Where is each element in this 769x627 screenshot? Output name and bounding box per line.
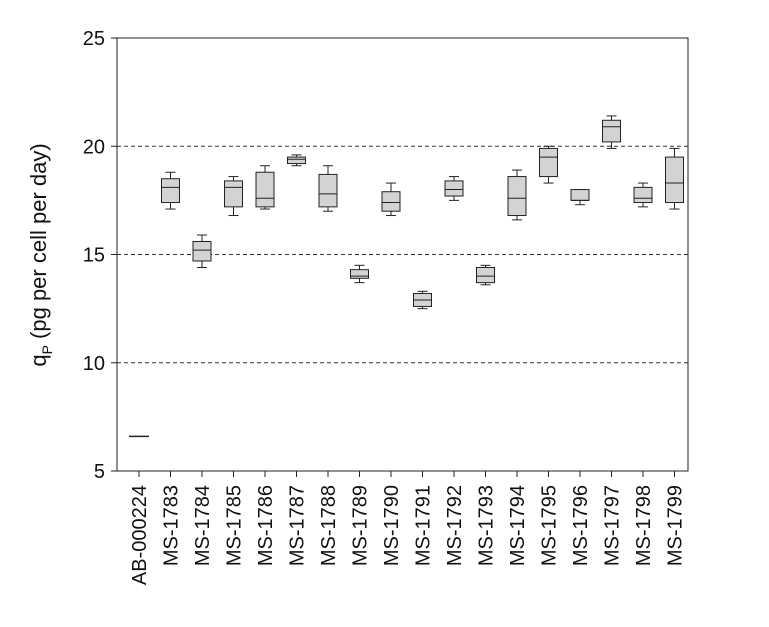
box-MS-1786 — [255, 165, 275, 210]
iqr-box-MS-1787 — [287, 156, 306, 165]
box-MS-1791 — [413, 290, 432, 310]
iqr-box-MS-1793 — [476, 266, 495, 284]
x-tick-label-MS-1793: MS-1793 — [476, 485, 498, 566]
x-tick-label-MS-1791: MS-1791 — [413, 485, 435, 566]
iqr-box-MS-1789 — [350, 269, 369, 279]
x-tick-label-MS-1798: MS-1798 — [633, 485, 655, 566]
x-tick-label-MS-1787: MS-1787 — [287, 485, 309, 566]
x-tick-label-MS-1783: MS-1783 — [161, 485, 183, 566]
iqr-box-MS-1786 — [255, 171, 275, 208]
x-tick-label-MS-1790: MS-1790 — [381, 485, 403, 566]
x-tick-label-MS-1799: MS-1799 — [665, 485, 687, 566]
box-MS-1799 — [665, 147, 684, 210]
box-MS-1792 — [444, 176, 464, 201]
x-tick-label-MS-1794: MS-1794 — [507, 485, 529, 566]
box-MS-1787 — [287, 154, 306, 167]
iqr-box-MS-1785 — [224, 180, 243, 208]
x-tick-label-MS-1792: MS-1792 — [444, 485, 466, 566]
y-tick-label-5: 5 — [94, 461, 105, 483]
box-MS-1796 — [570, 189, 590, 206]
y-axis: 5 10 15 20 25 — [83, 28, 117, 483]
x-tick-label-MS-1786: MS-1786 — [255, 485, 277, 566]
box-MS-1795 — [539, 145, 558, 184]
y-axis-label: qP (pg per cell per day) — [26, 143, 55, 366]
x-tick-label-MS-1797: MS-1797 — [602, 485, 624, 566]
box-MS-1783 — [161, 171, 180, 210]
box-MS-1798 — [633, 182, 653, 208]
x-tick-label-MS-1785: MS-1785 — [224, 485, 246, 566]
y-axis-label-main: q — [26, 354, 51, 366]
box-MS-1784 — [192, 234, 212, 268]
iqr-box-MS-1795 — [539, 147, 558, 178]
iqr-box-MS-1783 — [161, 178, 180, 204]
y-tick-label-25: 25 — [83, 28, 105, 50]
y-tick-label-15: 15 — [83, 245, 105, 267]
box-MS-1794 — [507, 169, 527, 221]
iqr-box-MS-1797 — [602, 119, 621, 143]
x-tick-label-MS-1788: MS-1788 — [318, 485, 340, 566]
iqr-box-MS-1788 — [318, 173, 338, 208]
box-MS-1797 — [602, 115, 621, 149]
y-axis-label-rest: (pg per cell per day) — [26, 143, 51, 345]
y-tick-label-10: 10 — [83, 353, 105, 375]
iqr-box-MS-1794 — [507, 176, 527, 217]
iqr-box-MS-1798 — [633, 186, 653, 204]
iqr-box-MS-1796 — [570, 189, 590, 201]
box-MS-1793 — [476, 264, 495, 286]
box-MS-1785 — [224, 176, 243, 217]
box-MS-1789 — [350, 264, 369, 284]
box-series — [129, 115, 684, 438]
x-tick-label-MS-1789: MS-1789 — [350, 485, 372, 566]
y-axis-label-subscript: P — [39, 345, 55, 354]
iqr-box-MS-1792 — [444, 180, 464, 197]
x-tick-label-MS-1784: MS-1784 — [192, 485, 214, 566]
x-axis: AB-000224 MS-1783 MS-1784 MS-1785 MS-1786 MS-… — [129, 471, 687, 585]
iqr-box-MS-1799 — [665, 156, 684, 204]
x-tick-label-MS-1796: MS-1796 — [570, 485, 592, 566]
x-tick-label-AB-000224: AB-000224 — [129, 485, 151, 585]
iqr-box-MS-1790 — [381, 191, 401, 212]
box-MS-1788 — [318, 165, 338, 212]
box-MS-1790 — [381, 182, 401, 217]
x-tick-label-MS-1795: MS-1795 — [539, 485, 561, 566]
iqr-box-MS-1784 — [192, 241, 212, 262]
y-tick-label-20: 20 — [83, 136, 105, 158]
